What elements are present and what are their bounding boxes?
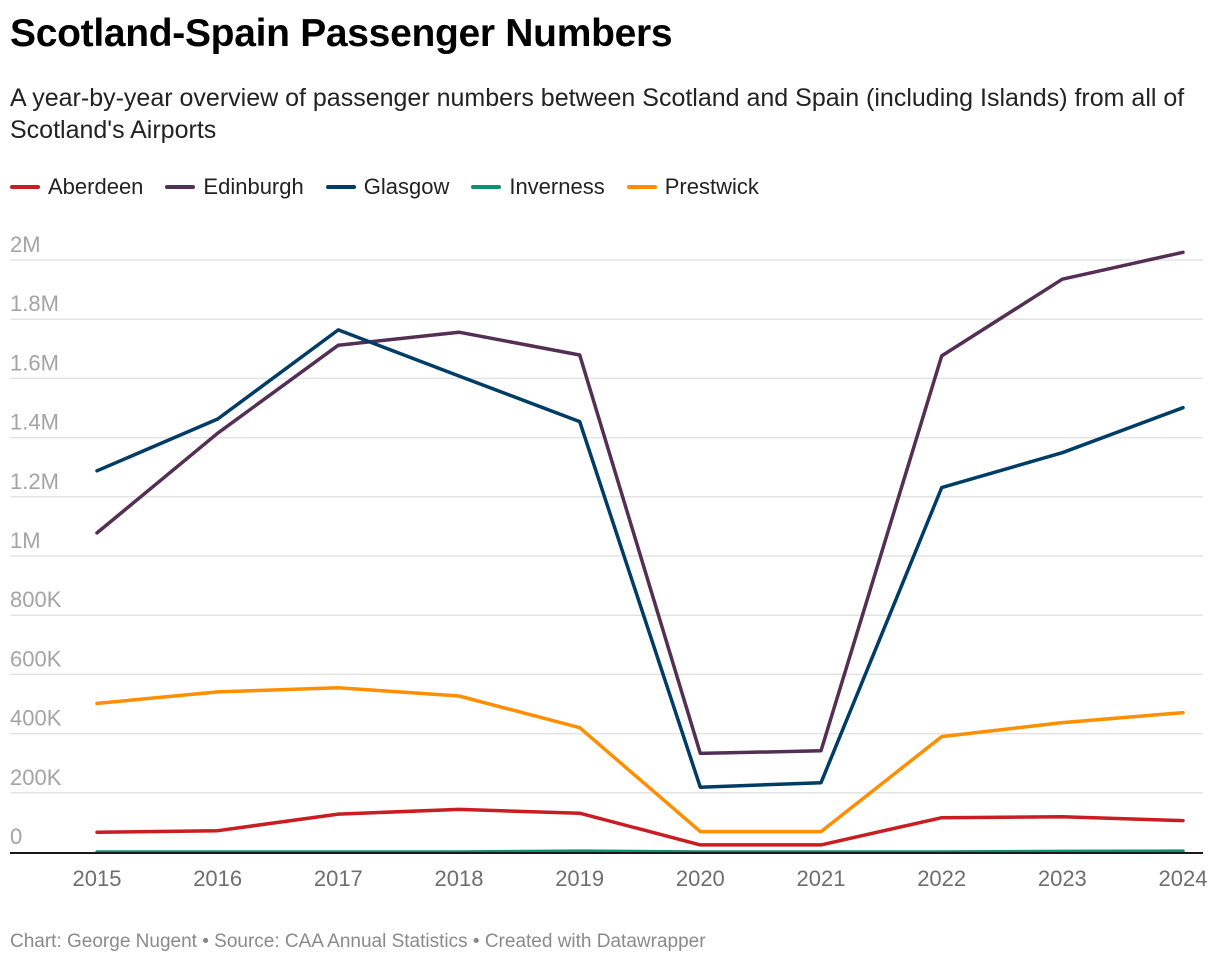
x-axis-ticks: 2015 2016 2017 2018 2019 2020 2021 2022 2023 2024 — [73, 866, 1208, 891]
y-tick-label: 1.8M — [10, 291, 59, 316]
legend-swatch-prestwick — [626, 185, 657, 189]
legend-item-inverness: Inverness — [471, 174, 605, 200]
chart-footer: Chart: George Nugent • Source: CAA Annua… — [10, 931, 706, 952]
x-tick-label: 2021 — [797, 866, 846, 891]
y-axis-ticks: 0 200K 400K 600K 800K 1M 1.2M 1.4M 1.6M 1.8M 2M — [10, 232, 62, 849]
series-line-glasgow — [95, 328, 1185, 789]
y-tick-label: 200K — [10, 765, 62, 790]
x-tick-label: 2018 — [435, 866, 484, 891]
y-tick-label: 1.4M — [10, 410, 59, 435]
x-tick-label: 2016 — [193, 866, 242, 891]
legend-label-aberdeen: Aberdeen — [48, 174, 144, 199]
legend-item-prestwick: Prestwick — [626, 174, 759, 200]
y-tick-label: 0 — [10, 824, 22, 849]
x-tick-label: 2019 — [555, 866, 604, 891]
series-line-prestwick — [95, 685, 1185, 834]
x-tick-label: 2022 — [917, 866, 966, 891]
legend-item-aberdeen: Aberdeen — [10, 174, 143, 200]
gridlines — [10, 259, 1203, 794]
legend-item-edinburgh: Edinburgh — [165, 174, 304, 200]
chart-title: Scotland-Spain Passenger Numbers — [10, 12, 673, 55]
chart-subtitle: A year-by-year overview of passenger num… — [10, 84, 1185, 144]
legend-label-glasgow: Glasgow — [363, 174, 450, 199]
y-tick-label: 2M — [10, 232, 41, 257]
y-tick-label: 1.6M — [10, 350, 59, 375]
x-tick-label: 2015 — [73, 866, 122, 891]
x-tick-label: 2020 — [676, 866, 725, 891]
x-tick-label: 2024 — [1159, 866, 1208, 891]
x-tick-label: 2017 — [314, 866, 363, 891]
series-lines — [95, 250, 1185, 854]
y-tick-label: 1M — [10, 528, 41, 553]
series-line-inverness — [95, 849, 1185, 854]
x-tick-label: 2023 — [1038, 866, 1087, 891]
y-tick-label: 400K — [10, 706, 62, 731]
legend-label-edinburgh: Edinburgh — [203, 174, 304, 199]
y-tick-label: 600K — [10, 646, 62, 671]
line-chart: 0 200K 400K 600K 800K 1M 1.2M 1.4M 1.6M 1.8M 2M 20… — [10, 232, 1208, 891]
legend-swatch-glasgow — [325, 185, 356, 189]
legend-swatch-aberdeen — [10, 185, 40, 189]
legend-label-inverness: Inverness — [509, 174, 605, 199]
legend-label-prestwick: Prestwick — [664, 174, 759, 199]
legend-swatch-inverness — [471, 185, 502, 189]
legend-swatch-edinburgh — [165, 185, 196, 189]
y-tick-label: 800K — [10, 587, 62, 612]
series-line-edinburgh — [95, 250, 1185, 756]
legend: Aberdeen Edinburgh Glasgow Inverness Pre… — [10, 174, 781, 200]
series-line-aberdeen — [95, 807, 1185, 847]
y-tick-label: 1.2M — [10, 469, 59, 494]
legend-item-glasgow: Glasgow — [325, 174, 450, 200]
